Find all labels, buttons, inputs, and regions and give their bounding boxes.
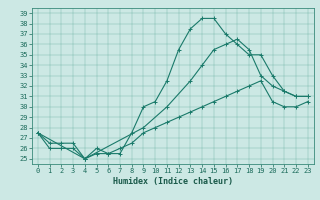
X-axis label: Humidex (Indice chaleur): Humidex (Indice chaleur) bbox=[113, 177, 233, 186]
